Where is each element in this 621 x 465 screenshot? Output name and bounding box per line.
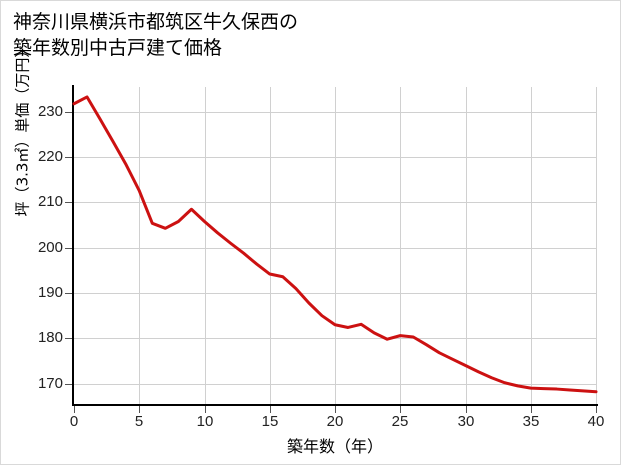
y-tick-label: 220 [37, 148, 63, 165]
x-tick-label: 20 [326, 413, 344, 430]
x-axis-label: 築年数（年） [286, 437, 383, 456]
y-tick-label: 170 [37, 375, 63, 392]
y-tick-mark [65, 248, 72, 249]
gridline-vertical [531, 87, 532, 404]
x-tick-label: 10 [196, 413, 214, 430]
plot-area [72, 87, 598, 404]
gridline-vertical [400, 87, 401, 404]
gridline-vertical [205, 87, 206, 404]
y-axis-line [72, 85, 74, 406]
x-axis-line [72, 404, 598, 406]
gridline-vertical [270, 87, 271, 404]
x-tick-label: 0 [69, 413, 79, 430]
x-tick-label: 15 [261, 413, 279, 430]
y-tick-mark [65, 338, 72, 339]
x-tick-mark [335, 406, 336, 413]
y-tick-mark [65, 384, 72, 385]
series-line-chart [72, 95, 598, 394]
y-tick-mark [65, 293, 72, 294]
y-tick-mark [65, 157, 72, 158]
x-tick-mark [466, 406, 467, 413]
x-tick-mark [74, 406, 75, 413]
y-tick-label: 190 [37, 284, 63, 301]
gridline-vertical [335, 87, 336, 404]
y-axis-label: 坪（3.3㎡）単価（万円） [13, 42, 32, 217]
y-tick-label: 230 [37, 103, 63, 120]
x-tick-mark [139, 406, 140, 413]
y-tick-label: 200 [37, 239, 63, 256]
x-tick-mark [596, 406, 597, 413]
x-tick-mark [400, 406, 401, 413]
x-tick-label: 30 [457, 413, 475, 430]
x-tick-mark [270, 406, 271, 413]
x-tick-label: 40 [587, 413, 605, 430]
x-tick-label: 35 [522, 413, 540, 430]
x-tick-label: 5 [134, 413, 144, 430]
y-tick-label: 210 [37, 193, 63, 210]
gridline-vertical [139, 87, 140, 404]
chart-title: 神奈川県横浜市都筑区牛久保西の 築年数別中古戸建て価格 [13, 11, 299, 59]
gridline-vertical [466, 87, 467, 404]
x-tick-mark [205, 406, 206, 413]
x-tick-mark [531, 406, 532, 413]
gridline-vertical [596, 87, 597, 404]
y-tick-mark [65, 202, 72, 203]
y-tick-mark [65, 112, 72, 113]
y-tick-label: 180 [37, 329, 63, 346]
series-polyline-坪単価 [72, 95, 598, 394]
x-tick-label: 25 [391, 413, 409, 430]
